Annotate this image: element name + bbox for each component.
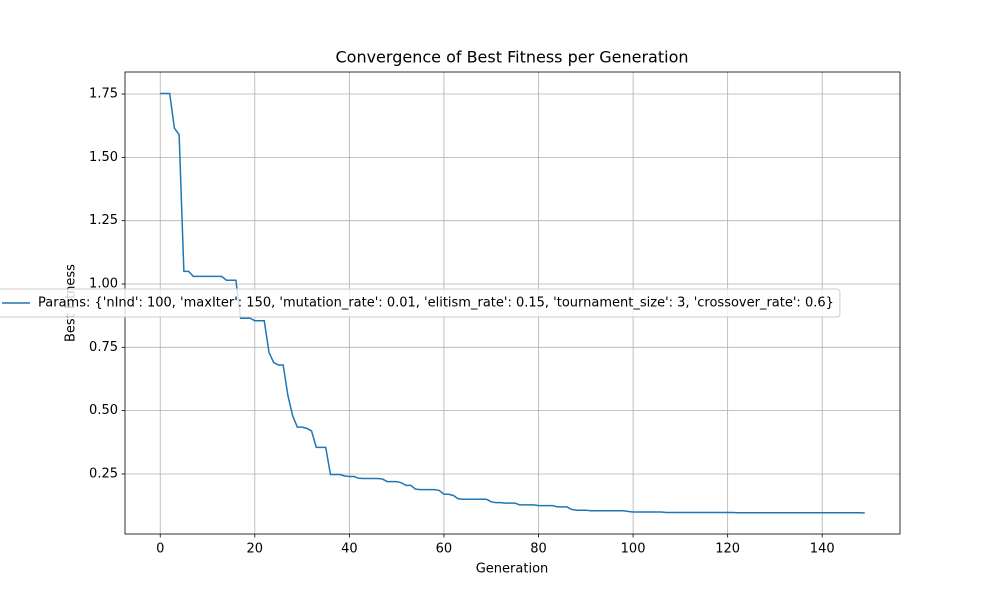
y-tick-label: 1.00 bbox=[89, 277, 118, 292]
x-tick-label: 140 bbox=[810, 542, 835, 557]
y-tick-label: 0.25 bbox=[89, 466, 118, 481]
legend-box bbox=[0, 288, 841, 318]
x-tick-label: 40 bbox=[341, 542, 358, 557]
x-tick-label: 0 bbox=[156, 542, 164, 557]
x-tick-label: 120 bbox=[715, 542, 740, 557]
y-tick-label: 1.50 bbox=[89, 150, 118, 165]
legend-label: Params: {'nInd': 100, 'maxIter': 150, 'm… bbox=[38, 296, 834, 311]
y-tick-label: 0.75 bbox=[89, 340, 118, 355]
x-tick-label: 80 bbox=[530, 542, 547, 557]
chart-title: Convergence of Best Fitness per Generati… bbox=[335, 48, 688, 67]
x-tick-label: 100 bbox=[621, 542, 646, 557]
x-tick-label: 20 bbox=[247, 542, 264, 557]
legend: Params: {'nInd': 100, 'maxIter': 150, 'm… bbox=[0, 288, 841, 318]
x-tick-label: 60 bbox=[436, 542, 453, 557]
data-line bbox=[160, 92, 865, 514]
y-tick-label: 1.25 bbox=[89, 213, 118, 228]
x-axis-label: Generation bbox=[476, 562, 549, 577]
y-tick-label: 1.75 bbox=[89, 87, 118, 102]
y-tick-label: 0.50 bbox=[89, 403, 118, 418]
